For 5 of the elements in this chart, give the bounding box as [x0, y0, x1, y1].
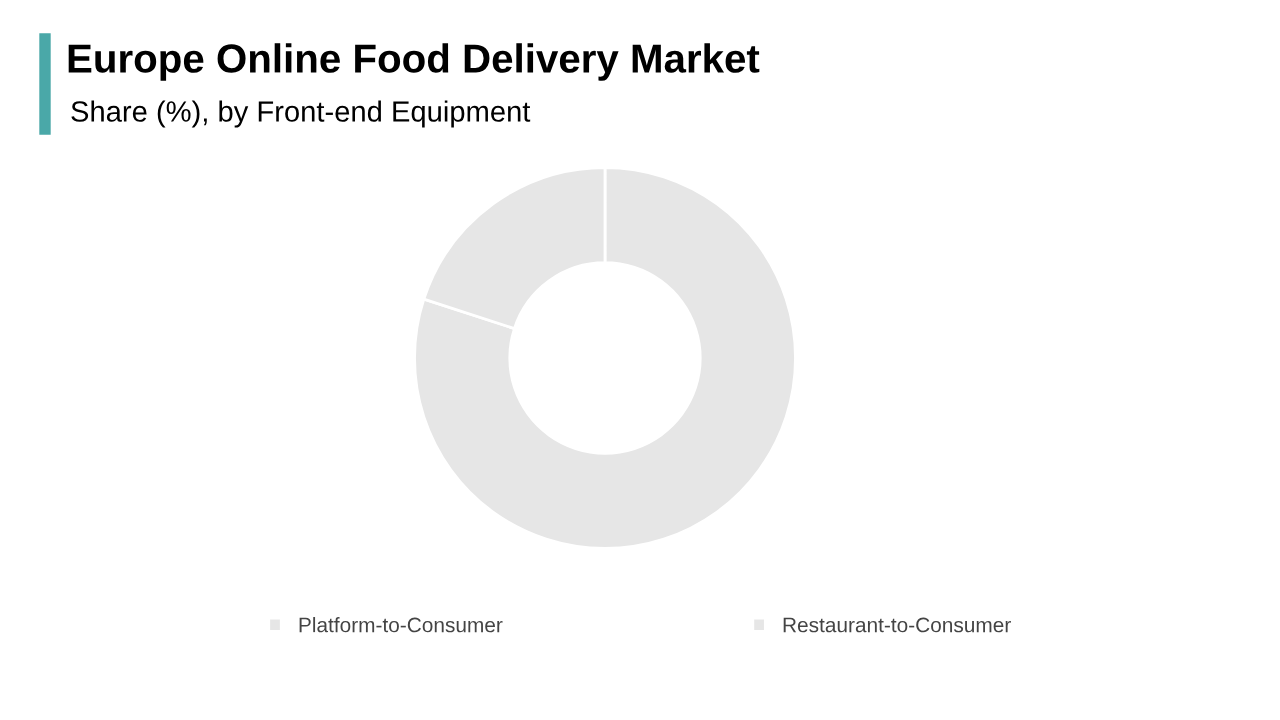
donut-slice — [413, 166, 797, 550]
legend-label: Platform-to-Consumer — [299, 617, 503, 633]
legend-label: Restaurant-to-Consumer — [783, 617, 1011, 633]
chart-subtitle: Share (%), by Front-end Equipment — [71, 100, 531, 128]
chart-title: Europe Online Food Delivery Market — [68, 43, 760, 81]
